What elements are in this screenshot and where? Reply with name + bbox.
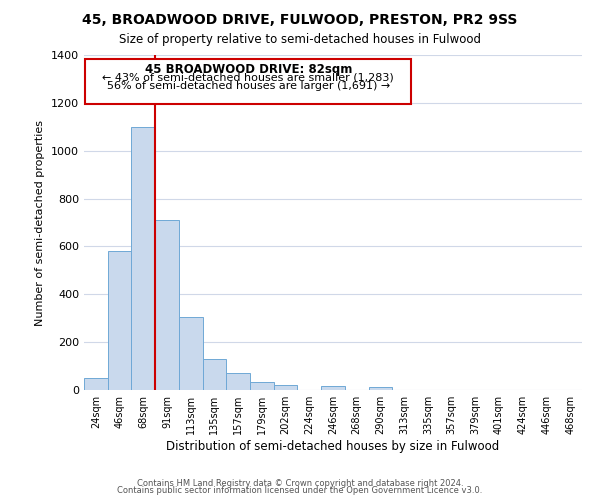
Text: 45 BROADWOOD DRIVE: 82sqm: 45 BROADWOOD DRIVE: 82sqm xyxy=(145,64,352,76)
Bar xyxy=(155,220,179,390)
Bar xyxy=(131,127,155,390)
Bar xyxy=(321,386,345,390)
Text: 56% of semi-detached houses are larger (1,691) →: 56% of semi-detached houses are larger (… xyxy=(107,82,390,92)
Bar xyxy=(203,359,226,390)
Text: Size of property relative to semi-detached houses in Fulwood: Size of property relative to semi-detach… xyxy=(119,32,481,46)
Text: ← 43% of semi-detached houses are smaller (1,283): ← 43% of semi-detached houses are smalle… xyxy=(103,73,394,83)
Y-axis label: Number of semi-detached properties: Number of semi-detached properties xyxy=(35,120,46,326)
Text: Contains HM Land Registry data © Crown copyright and database right 2024.: Contains HM Land Registry data © Crown c… xyxy=(137,478,463,488)
FancyBboxPatch shape xyxy=(85,58,411,104)
Bar xyxy=(84,378,108,390)
Bar xyxy=(274,385,298,390)
Text: Contains public sector information licensed under the Open Government Licence v3: Contains public sector information licen… xyxy=(118,486,482,495)
Bar xyxy=(368,387,392,390)
Text: 45, BROADWOOD DRIVE, FULWOOD, PRESTON, PR2 9SS: 45, BROADWOOD DRIVE, FULWOOD, PRESTON, P… xyxy=(82,12,518,26)
X-axis label: Distribution of semi-detached houses by size in Fulwood: Distribution of semi-detached houses by … xyxy=(166,440,500,453)
Bar xyxy=(108,251,131,390)
Bar xyxy=(250,382,274,390)
Bar xyxy=(226,373,250,390)
Bar xyxy=(179,317,203,390)
